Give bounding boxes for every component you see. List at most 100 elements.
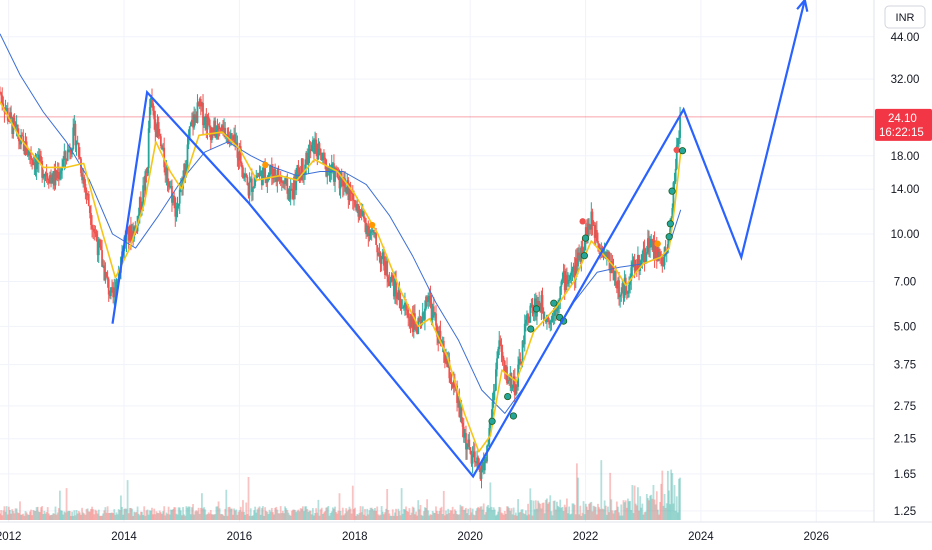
candle-body: [291, 190, 294, 199]
volume-bar: [483, 514, 486, 520]
candle-body: [5, 108, 8, 110]
candle-body: [495, 369, 497, 391]
candle-body: [335, 168, 338, 170]
candle-body: [42, 176, 45, 178]
pattern-arrowhead: [796, 0, 809, 12]
candle-body: [111, 287, 113, 291]
volume-bar: [590, 501, 593, 520]
candle-body: [524, 319, 527, 324]
volume-bar: [589, 502, 592, 520]
candle-body: [568, 279, 571, 281]
candle-body: [187, 139, 190, 145]
volume-bar: [479, 506, 482, 520]
volume-bar: [553, 500, 556, 520]
candle-body: [54, 170, 57, 186]
candle-body: [68, 149, 71, 153]
candle-body: [52, 171, 55, 184]
candle-body: [570, 271, 573, 276]
signal-marker: [504, 392, 512, 401]
candle-body: [27, 149, 30, 156]
candle-body: [415, 324, 417, 332]
volume-bar: [470, 512, 473, 520]
volume-bar: [365, 515, 368, 520]
time-axis[interactable]: 2012 2014 2016 2018 2020 2022 2024 2026: [0, 531, 829, 543]
x-tick-label: 2018: [342, 531, 368, 543]
volume-bar: [602, 509, 605, 520]
candle-body: [456, 385, 458, 403]
volume-bar: [296, 510, 299, 520]
candle-body: [679, 116, 681, 138]
candle-body: [243, 174, 245, 179]
volume-bar: [452, 513, 455, 520]
price-axis[interactable]: 1.25 1.65 2.15 2.75 3.75 5.00 7.00 10.00 14.00 18…: [891, 32, 920, 518]
candle-body: [137, 214, 140, 216]
volume-bar: [608, 512, 610, 520]
candle-body: [582, 250, 585, 252]
volume-bar: [451, 506, 454, 520]
candle-body: [158, 134, 161, 137]
candle-body: [314, 139, 316, 154]
candle-body: [364, 218, 366, 223]
volume-bar: [519, 511, 522, 520]
volume-bar: [115, 512, 118, 520]
volume-bar: [299, 508, 302, 520]
volume-bar: [328, 515, 331, 520]
candle-body: [247, 184, 250, 196]
volume-bar: [334, 506, 336, 520]
volume-bar: [54, 506, 57, 520]
candle-body: [475, 462, 477, 464]
volume-bar: [642, 514, 645, 520]
volume-bar: [84, 514, 87, 520]
volume-bar: [280, 512, 283, 520]
volume-bar: [591, 511, 594, 520]
candle-body: [501, 351, 504, 358]
volume-bar: [293, 509, 295, 520]
volume-bar: [72, 515, 75, 520]
volume-bar: [671, 473, 674, 520]
x-tick-label: 2016: [227, 531, 253, 543]
candle-body: [436, 325, 439, 337]
volume-bar: [90, 508, 92, 520]
volume-bar: [424, 507, 426, 520]
volume-bar: [397, 508, 400, 520]
volume-bar: [307, 511, 310, 520]
candle-body: [188, 126, 191, 140]
volume-bar: [531, 515, 534, 520]
candle-body: [70, 152, 72, 155]
candle-body: [34, 162, 37, 170]
volume-bar: [246, 513, 249, 520]
volume-bar: [269, 511, 272, 520]
candle-body: [674, 168, 677, 182]
volume-bar: [558, 507, 561, 520]
volume-bar: [12, 511, 15, 520]
candle-body: [610, 261, 613, 273]
volume-bar: [100, 515, 102, 520]
candle-body: [429, 295, 432, 303]
currency-button[interactable]: INR: [884, 5, 926, 29]
volume-bar: [314, 512, 316, 520]
volume-bar: [601, 508, 604, 520]
volume-bar: [11, 509, 14, 520]
volume-bar: [455, 510, 457, 520]
volume-bar: [88, 511, 91, 520]
candle-body: [279, 177, 282, 183]
volume-bar: [145, 510, 148, 520]
volume-bar: [179, 510, 182, 520]
candle-body: [162, 147, 164, 150]
volume-bar: [356, 513, 359, 520]
volume-bar: [247, 477, 250, 520]
volume-bar: [564, 507, 567, 520]
signal-markers: [262, 146, 687, 425]
candle-body: [270, 165, 273, 175]
volume-bar: [594, 507, 597, 520]
candle-body: [502, 357, 505, 362]
volume-bar: [20, 514, 22, 520]
volume-bar: [152, 514, 154, 520]
candle-body: [189, 122, 192, 127]
volume-bar: [287, 512, 290, 520]
candle-body: [635, 265, 638, 271]
volume-bar: [162, 511, 164, 520]
volume-bar: [658, 514, 660, 520]
volume-bar: [649, 495, 652, 520]
